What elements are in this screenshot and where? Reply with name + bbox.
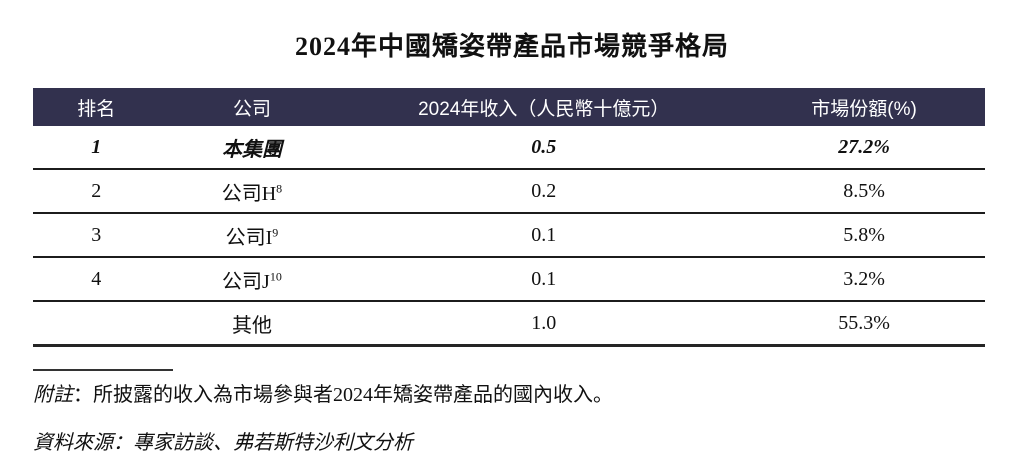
footnote-body: ：所披露的收入為市場參與者2024年矯姿帶產品的國內收入。 [73, 384, 613, 406]
company-cell: 其他 [159, 301, 345, 347]
company-name: 公司I [225, 226, 273, 249]
rank-cell: 4 [33, 257, 160, 302]
table-header-row: 排名 公司 2024年收入（人民幣十億元） 市場份額(%) [33, 88, 985, 126]
footnote-divider [33, 369, 173, 371]
table-title: 2024年中國矯姿帶產品市場競爭格局 [294, 32, 729, 61]
table-row: 其他 1.0 55.3% [33, 301, 985, 347]
rank-cell [33, 301, 160, 347]
share-cell: 3.2% [743, 257, 985, 302]
footnote-text: 附註：所披露的收入為市場參與者2024年矯姿帶產品的國內收入。 [33, 378, 613, 407]
col-header-company: 公司 [159, 88, 345, 126]
table-row: 2 公司H8 0.2 8.5% [33, 169, 985, 214]
table-row: 4 公司J10 0.1 3.2% [33, 257, 985, 302]
company-cell: 公司I9 [159, 213, 345, 258]
share-cell: 8.5% [743, 169, 985, 214]
revenue-cell: 0.2 [344, 169, 744, 214]
col-header-revenue: 2024年收入（人民幣十億元） [344, 88, 744, 126]
table-row: 3 公司I9 0.1 5.8% [33, 213, 985, 258]
share-cell: 55.3% [743, 301, 985, 347]
company-footnote-sup: 10 [269, 268, 282, 283]
company-footnote-sup: 8 [276, 180, 283, 195]
market-share-table: 排名 公司 2024年收入（人民幣十億元） 市場份額(%) 1 本集團 0.5 … [33, 88, 985, 347]
rank-cell: 3 [33, 213, 160, 258]
company-footnote-sup: 9 [272, 224, 279, 239]
revenue-cell: 0.5 [344, 126, 744, 170]
col-header-rank: 排名 [33, 88, 160, 126]
company-cell: 公司H8 [159, 169, 345, 214]
share-cell: 5.8% [743, 213, 985, 258]
source-text: 資料來源：專家訪談、弗若斯特沙利文分析 [33, 432, 413, 454]
footnote-label: 附註 [33, 384, 73, 406]
col-header-share: 市場份額(%) [743, 88, 985, 126]
revenue-cell: 0.1 [344, 213, 744, 258]
company-name: 公司H [221, 182, 277, 205]
company-cell: 本集團 [159, 126, 345, 170]
revenue-cell: 1.0 [344, 301, 744, 347]
table-row: 1 本集團 0.5 27.2% [33, 126, 985, 170]
company-name: 本集團 [221, 138, 282, 161]
company-cell: 公司J10 [159, 257, 345, 302]
rank-cell: 1 [33, 126, 160, 170]
company-name: 公司J [222, 270, 270, 293]
rank-cell: 2 [33, 169, 160, 214]
revenue-cell: 0.1 [344, 257, 744, 302]
company-name: 其他 [231, 314, 272, 337]
share-cell: 27.2% [743, 126, 985, 170]
